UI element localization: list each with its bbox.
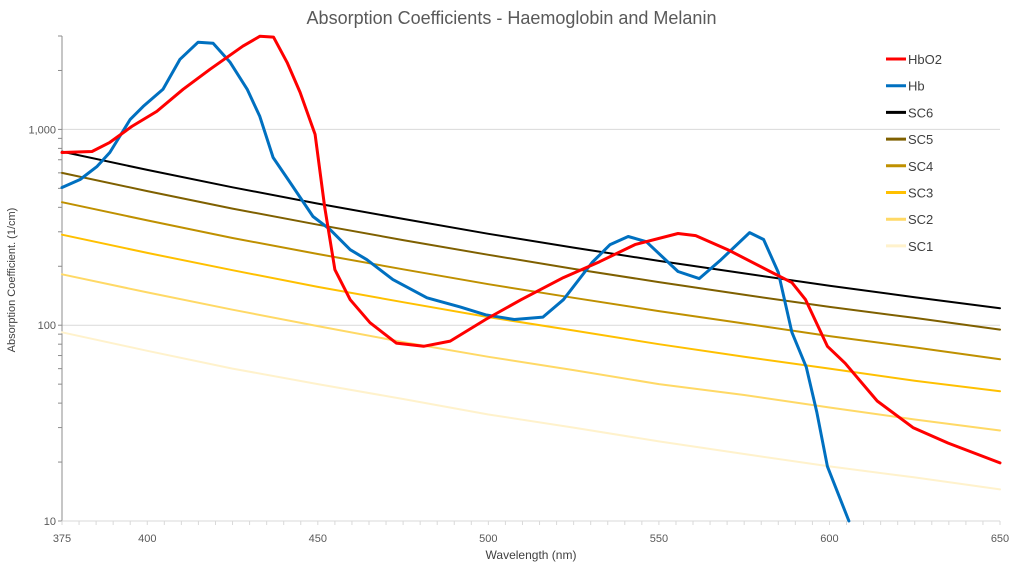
series-line-sc3: [61, 233, 1001, 393]
legend-label-hb: Hb: [908, 79, 925, 94]
y-tick-label: 10: [44, 516, 56, 528]
series-line-hb: [60, 40, 851, 523]
legend-label-hbo2: HbO2: [908, 52, 942, 67]
x-tick-label: 500: [479, 533, 497, 545]
series-line-sc5: [61, 171, 1001, 331]
legend-label-sc5: SC5: [908, 132, 933, 147]
series-line-sc2: [61, 273, 1001, 432]
legend-label-sc6: SC6: [908, 105, 933, 120]
series-line-sc1: [61, 331, 1001, 491]
series-line-sc4: [61, 201, 1001, 361]
chart-title: Absorption Coefficients - Haemoglobin an…: [306, 8, 717, 28]
x-tick-label: 450: [309, 533, 327, 545]
legend-label-sc4: SC4: [908, 159, 933, 174]
x-tick-label: 550: [650, 533, 668, 545]
x-tick-label: 375: [53, 533, 71, 545]
y-tick-label: 100: [38, 320, 56, 332]
y-tick-label: 1,000: [28, 124, 56, 136]
x-axis-label: Wavelength (nm): [485, 548, 577, 562]
series-line-hbo2: [60, 34, 1002, 465]
series-line-sc6: [61, 150, 1001, 310]
x-tick-label: 650: [991, 533, 1009, 545]
legend-label-sc3: SC3: [908, 186, 933, 201]
x-tick-label: 400: [138, 533, 156, 545]
legend-label-sc1: SC1: [908, 239, 933, 254]
x-tick-label: 600: [820, 533, 838, 545]
legend-label-sc2: SC2: [908, 212, 933, 227]
